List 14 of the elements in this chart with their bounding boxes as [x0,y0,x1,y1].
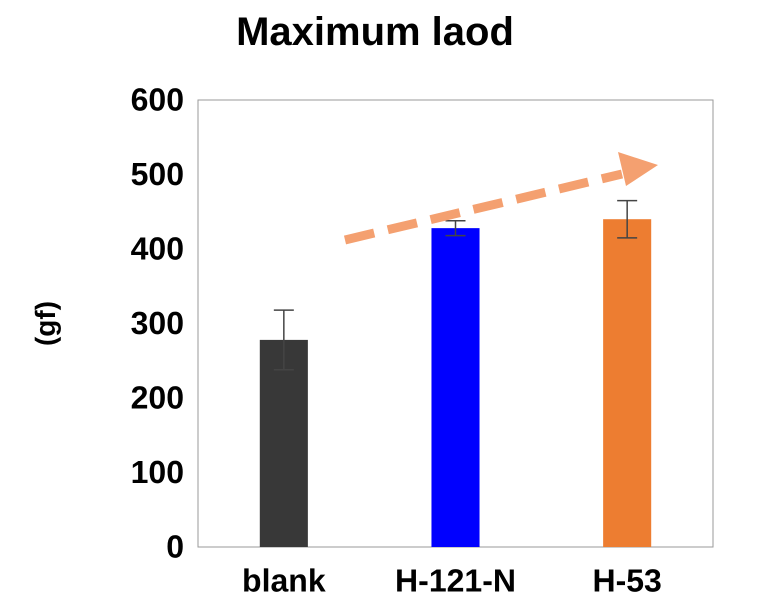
x-tick-label: H-53 [592,562,662,599]
x-tick-label: blank [242,562,326,599]
bar [431,228,480,547]
bar [603,219,652,547]
y-tick-label: 0 [166,528,184,564]
y-tick-label: 500 [130,156,184,192]
y-tick-label: 600 [130,81,184,118]
y-tick-label: 100 [130,454,184,490]
y-tick-label: 400 [130,230,184,266]
y-tick-label: 300 [130,304,184,341]
x-tick-label: H-121-N [395,562,516,599]
y-tick-label: 200 [130,379,184,416]
chart-title: Maximum laod [236,10,514,54]
y-axis-title: (gf) [30,300,61,346]
